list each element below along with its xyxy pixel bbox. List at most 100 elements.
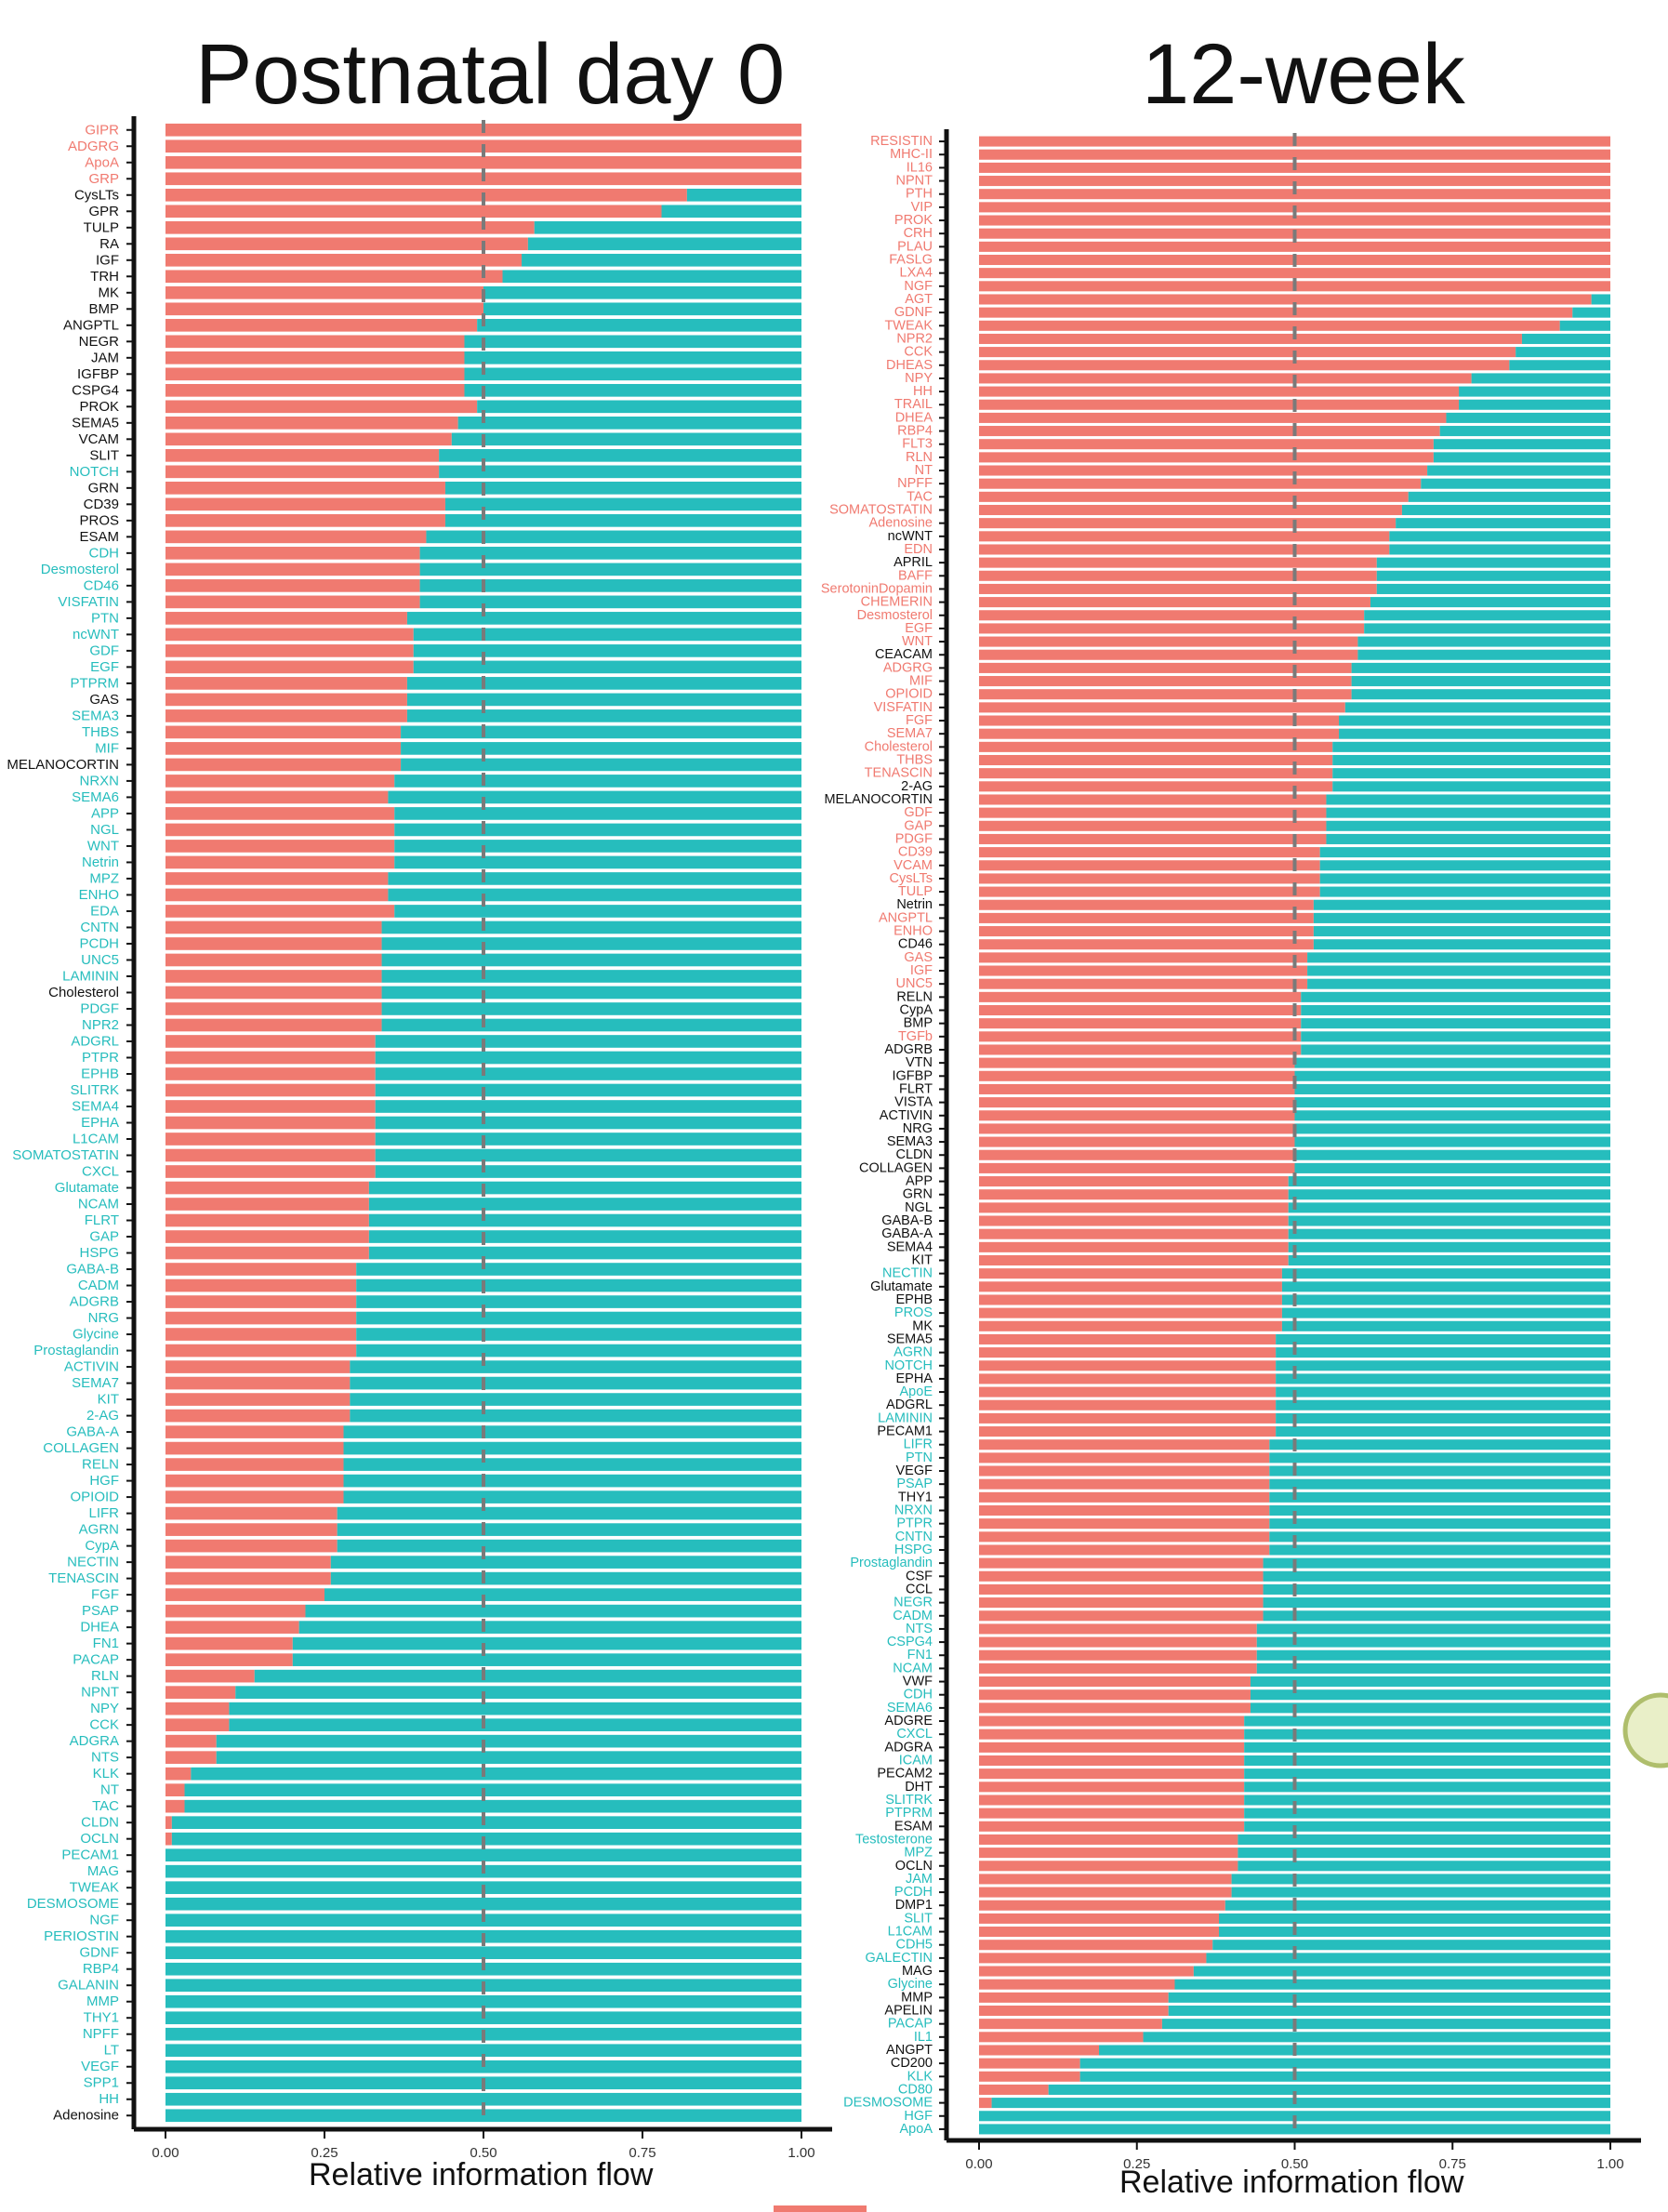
right-bar-outgoing-egf bbox=[979, 623, 1365, 634]
right-y-label-pecam2: PECAM2 bbox=[877, 1767, 933, 1782]
right-bar-outgoing-vwf bbox=[979, 1676, 1251, 1688]
right-bar-incoming-mk bbox=[1281, 1320, 1610, 1331]
right-bar-outgoing-tulp bbox=[979, 886, 1320, 897]
right-bar-outgoing-april bbox=[979, 557, 1377, 568]
right-bar-incoming-cntn bbox=[1269, 1531, 1610, 1543]
right-bar-outgoing-npff bbox=[979, 478, 1422, 489]
right-bar-incoming-tweak bbox=[1559, 320, 1610, 331]
left-bar-incoming-ncwnt bbox=[413, 628, 801, 642]
left-bar-incoming-glutamate bbox=[368, 1181, 801, 1195]
left-y-label-grp: GRP bbox=[88, 171, 119, 187]
left-bar-outgoing-cldn bbox=[165, 1816, 172, 1830]
panel-right-x-axis-label: Relative information flow bbox=[1119, 2165, 1464, 2200]
right-y-label-plau: PLAU bbox=[897, 239, 933, 254]
right-y-label-cholesterol: Cholesterol bbox=[865, 739, 933, 754]
right-y-label-tulp: TULP bbox=[898, 884, 933, 899]
right-y-label-cck: CCK bbox=[904, 345, 933, 360]
right-bar-incoming-unc5 bbox=[1307, 978, 1610, 989]
left-y-label-npff: NPFF bbox=[83, 2026, 119, 2042]
right-y-label-dht: DHT bbox=[905, 1780, 933, 1795]
left-bar-outgoing-apoa bbox=[165, 155, 801, 169]
right-bar-outgoing-glutamate bbox=[979, 1281, 1282, 1292]
right-bar-outgoing-epha bbox=[979, 1373, 1277, 1384]
right-y-label-cypa: CypA bbox=[900, 1003, 933, 1018]
right-y-label-crh: CRH bbox=[904, 226, 933, 241]
right-bar-outgoing-igfbp bbox=[979, 1070, 1295, 1081]
left-bar-incoming-mmp bbox=[165, 1994, 801, 2008]
right-y-label-ncam: NCAM bbox=[893, 1661, 933, 1676]
left-bar-outgoing-thbs bbox=[165, 725, 402, 739]
right-bar-outgoing-rbp4 bbox=[979, 426, 1440, 437]
right-bar-incoming-gdnf bbox=[1572, 307, 1610, 318]
left-bar-incoming-gap bbox=[368, 1230, 801, 1243]
right-bar-incoming-gaba-b bbox=[1288, 1215, 1610, 1226]
right-y-label-ccl: CCL bbox=[906, 1582, 933, 1596]
right-bar-incoming-nt bbox=[1427, 465, 1610, 476]
right-bar-outgoing-vtn bbox=[979, 1057, 1295, 1068]
right-bar-incoming-app bbox=[1288, 1176, 1610, 1187]
left-bar-outgoing-npr2 bbox=[165, 1018, 382, 1032]
right-y-label-lifr: LIFR bbox=[904, 1437, 933, 1452]
left-bar-incoming-cdh bbox=[419, 547, 801, 560]
right-bar-incoming-opioid bbox=[1351, 689, 1610, 700]
right-bar-outgoing-tgfb bbox=[979, 1031, 1302, 1042]
left-bar-outgoing-npy bbox=[165, 1702, 230, 1715]
right-bar-outgoing-melanocortin bbox=[979, 794, 1327, 805]
right-bar-incoming-gas bbox=[1307, 952, 1610, 963]
right-bar-incoming-sema7 bbox=[1339, 728, 1610, 739]
left-bar-incoming-klk bbox=[191, 1767, 802, 1781]
right-bar-outgoing-thy1 bbox=[979, 1491, 1270, 1503]
right-bar-outgoing-netrin bbox=[979, 899, 1314, 910]
right-y-label-ephb: EPHB bbox=[896, 1292, 933, 1307]
right-bar-outgoing-dht bbox=[979, 1782, 1245, 1793]
left-bar-incoming-slit bbox=[439, 449, 801, 462]
right-y-label-opioid: OPIOID bbox=[885, 687, 933, 702]
right-y-label-adgrb: ADGRB bbox=[884, 1042, 933, 1057]
right-bar-outgoing-trail bbox=[979, 399, 1460, 410]
left-bar-outgoing-prostaglandin bbox=[165, 1344, 357, 1358]
right-bar-incoming-slit bbox=[1219, 1913, 1610, 1924]
right-y-label-tweak: TWEAK bbox=[884, 318, 933, 333]
right-bar-outgoing-mk bbox=[979, 1320, 1282, 1331]
right-bar-incoming-pecam1 bbox=[1276, 1426, 1610, 1437]
left-bar-incoming-mpz bbox=[388, 872, 801, 885]
right-y-label-gas: GAS bbox=[904, 950, 933, 965]
left-y-label-cntn: CNTN bbox=[80, 920, 119, 935]
right-bar-incoming-ocln bbox=[1238, 1861, 1610, 1872]
left-y-label-npr2: NPR2 bbox=[82, 1017, 119, 1033]
right-y-label-adgre: ADGRE bbox=[884, 1714, 933, 1729]
left-bar-incoming-adgra bbox=[216, 1734, 802, 1748]
left-bar-incoming-mk bbox=[483, 285, 801, 299]
right-bar-outgoing-adgrl bbox=[979, 1399, 1277, 1411]
left-bar-incoming-sema3 bbox=[406, 709, 801, 722]
left-y-label-npy: NPY bbox=[90, 1701, 119, 1716]
left-bar-outgoing-ptpr bbox=[165, 1051, 376, 1065]
right-bar-outgoing-rln bbox=[979, 452, 1434, 463]
left-bar-outgoing-dhea bbox=[165, 1621, 299, 1634]
left-bar-incoming-notch bbox=[439, 465, 801, 479]
right-bar-incoming-sema4 bbox=[1288, 1241, 1610, 1252]
right-y-label-adgrg: ADGRG bbox=[883, 660, 933, 675]
right-y-label-ncwnt: ncWNT bbox=[888, 529, 933, 544]
right-y-label-mmp: MMP bbox=[901, 1990, 933, 2005]
left-bar-outgoing-agrn bbox=[165, 1523, 338, 1536]
right-bar-outgoing-serotonindopamin bbox=[979, 583, 1377, 594]
right-bar-outgoing-nrg bbox=[979, 1123, 1295, 1134]
left-y-label-enho: ENHO bbox=[79, 887, 119, 903]
left-bar-outgoing-trh bbox=[165, 270, 503, 284]
left-bar-outgoing-igfbp bbox=[165, 367, 465, 381]
left-y-label-sema3: SEMA3 bbox=[72, 708, 119, 723]
left-bar-incoming-cd46 bbox=[419, 579, 801, 592]
right-bar-outgoing-ocln bbox=[979, 1861, 1238, 1872]
right-bar-incoming-tac bbox=[1408, 491, 1610, 502]
left-y-label-netrin: Netrin bbox=[82, 854, 119, 870]
right-bar-incoming-nts bbox=[1256, 1623, 1610, 1635]
left-bar-outgoing-mif bbox=[165, 742, 402, 755]
right-bar-incoming-adgrg bbox=[1351, 662, 1610, 673]
right-y-label-npy: NPY bbox=[905, 371, 933, 386]
right-bar-incoming-thy1 bbox=[1269, 1491, 1610, 1503]
left-y-label-mpz: MPZ bbox=[89, 870, 119, 886]
right-bar-incoming-gap bbox=[1326, 820, 1610, 831]
right-y-label-npnt: NPNT bbox=[896, 174, 933, 189]
right-bar-incoming-vcam bbox=[1319, 860, 1610, 871]
